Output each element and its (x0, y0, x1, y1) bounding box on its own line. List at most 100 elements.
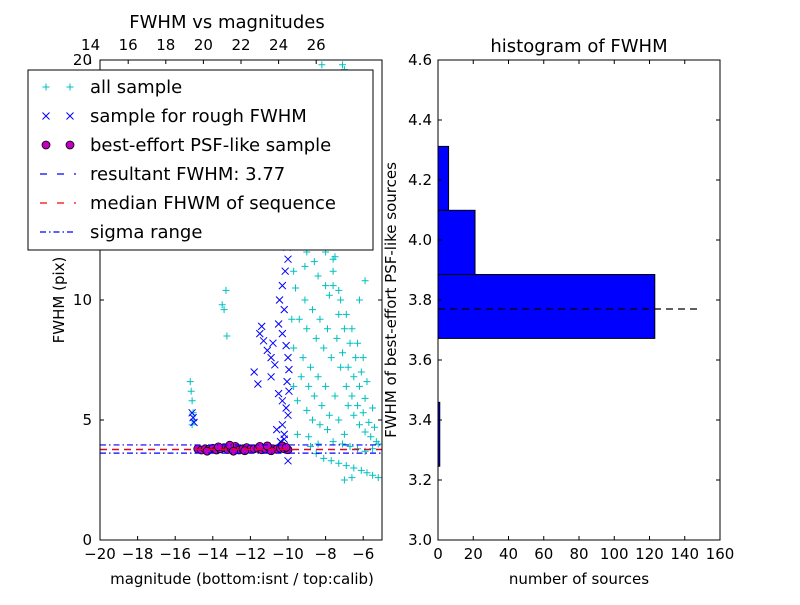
hist-y-tick-label: 3.6 (408, 351, 432, 369)
scatter-title: FWHM vs magnitudes (129, 12, 324, 33)
x-tick-label: −18 (122, 545, 154, 563)
scatter-point-plus (369, 445, 377, 453)
legend-entry: sample for rough FWHM (42, 106, 307, 127)
scatter-point-plus (363, 378, 371, 386)
top-tick-label: 18 (156, 36, 175, 54)
histogram-bar (437, 209, 476, 275)
scatter-point-x (282, 341, 290, 350)
scatter-point-plus (223, 332, 231, 340)
histogram-bar (437, 274, 656, 339)
scatter-point-plus (350, 464, 358, 472)
scatter-point-plus (189, 409, 197, 417)
scatter-point-plus (355, 296, 363, 304)
scatter-point-x (278, 281, 287, 290)
scatter-point-plus (290, 267, 298, 275)
scatter-point-x (254, 380, 262, 388)
scatter-point-plus (350, 411, 358, 419)
scatter-point-plus (374, 440, 382, 448)
hist-x-tick-label: 80 (569, 545, 588, 563)
scatter-point-plus (318, 402, 326, 410)
scatter-point-plus (354, 445, 362, 453)
legend-box (27, 69, 374, 251)
scatter-plot-area (100, 61, 382, 484)
scatter-point-plus (316, 421, 324, 429)
x-tick-label: −20 (84, 545, 116, 563)
scatter-point-plus (325, 411, 333, 419)
scatter-point-circle (202, 446, 212, 456)
scatter-point-plus (293, 397, 301, 405)
legend-plus-marker (42, 83, 50, 91)
scatter-point-plus (350, 373, 358, 381)
scatter-point-x (284, 353, 292, 362)
scatter-point-plus (348, 325, 356, 333)
scatter-point-plus (293, 430, 301, 438)
scatter-data-layer (100, 61, 382, 484)
legend-x-marker (66, 112, 74, 120)
histogram-ticks: 0 20 40 60 80 100 120 140 160 3.0 3.2 3.4 3.6 3.8 4.0 4… (408, 51, 734, 563)
hist-y-tick-label: 4.4 (408, 111, 432, 129)
scatter-point-plus (188, 397, 196, 405)
scatter-point-plus (361, 277, 369, 285)
scatter-point-plus (186, 378, 194, 386)
legend-entry: all sample (42, 77, 182, 98)
scatter-point-plus (220, 306, 228, 314)
hist-x-tick-label: 120 (635, 545, 664, 563)
scatter-point-plus (318, 61, 326, 69)
scatter-point-plus (329, 438, 337, 446)
hist-y-tick-label: 3.2 (408, 471, 432, 489)
scatter-point-x (255, 329, 264, 338)
scatter-point-plus (307, 363, 315, 371)
scatter-point-plus (308, 416, 316, 424)
scatter-point-plus (314, 373, 322, 381)
x-tick-label: −16 (159, 545, 191, 563)
scatter-point-plus (329, 282, 337, 290)
scatter-legend: all sample sample for rough FWHM best-effo… (27, 69, 374, 251)
scatter-point-x (283, 377, 291, 386)
legend-circle-marker (41, 140, 51, 150)
x-tick-label: −8 (315, 545, 337, 563)
scatter-point-plus (335, 310, 343, 318)
legend-items: all sample sample for rough FWHM best-effo… (40, 77, 336, 243)
hist-x-tick-label: 20 (464, 545, 483, 563)
scatter-point-plus (339, 440, 347, 448)
scatter-point-plus (346, 442, 354, 450)
y-tick-label: 0 (82, 531, 92, 549)
scatter-point-plus (290, 344, 298, 352)
x-tick-label: −10 (272, 545, 304, 563)
legend-label: all sample (90, 77, 182, 98)
histogram-data-layer (437, 145, 699, 467)
scatter-point-x (263, 346, 272, 355)
scatter-point-plus (308, 306, 316, 314)
series-all-sample (186, 61, 382, 484)
scatter-point-x (190, 418, 198, 427)
scatter-point-plus (346, 339, 354, 347)
scatter-point-plus (303, 325, 311, 333)
legend-entry: best-effort PSF-like sample (41, 135, 331, 156)
scatter-point-plus (322, 282, 330, 290)
scatter-point-plus (357, 466, 365, 474)
scatter-point-plus (312, 334, 320, 342)
scatter-point-plus (367, 433, 375, 441)
scatter-point-x (267, 372, 275, 381)
scatter-point-x (284, 456, 292, 465)
x-tick-label: −12 (235, 545, 267, 563)
scatter-point-plus (323, 426, 331, 434)
scatter-point-plus (322, 382, 330, 390)
scatter-point-x (257, 322, 266, 331)
scatter-point-plus (374, 474, 382, 482)
scatter-point-plus (339, 61, 347, 69)
scatter-point-plus (310, 258, 318, 266)
scatter-point-x (280, 305, 289, 314)
scatter-point-plus (344, 363, 352, 371)
scatter-point-x (281, 267, 290, 276)
scatter-point-plus (290, 382, 298, 390)
scatter-point-plus (329, 267, 337, 275)
scatter-point-plus (342, 462, 350, 470)
legend-plus-marker (66, 83, 74, 91)
scatter-point-plus (369, 471, 377, 479)
scatter-point-plus (354, 402, 362, 410)
scatter-point-plus (369, 404, 377, 412)
scatter-point-plus (305, 433, 313, 441)
